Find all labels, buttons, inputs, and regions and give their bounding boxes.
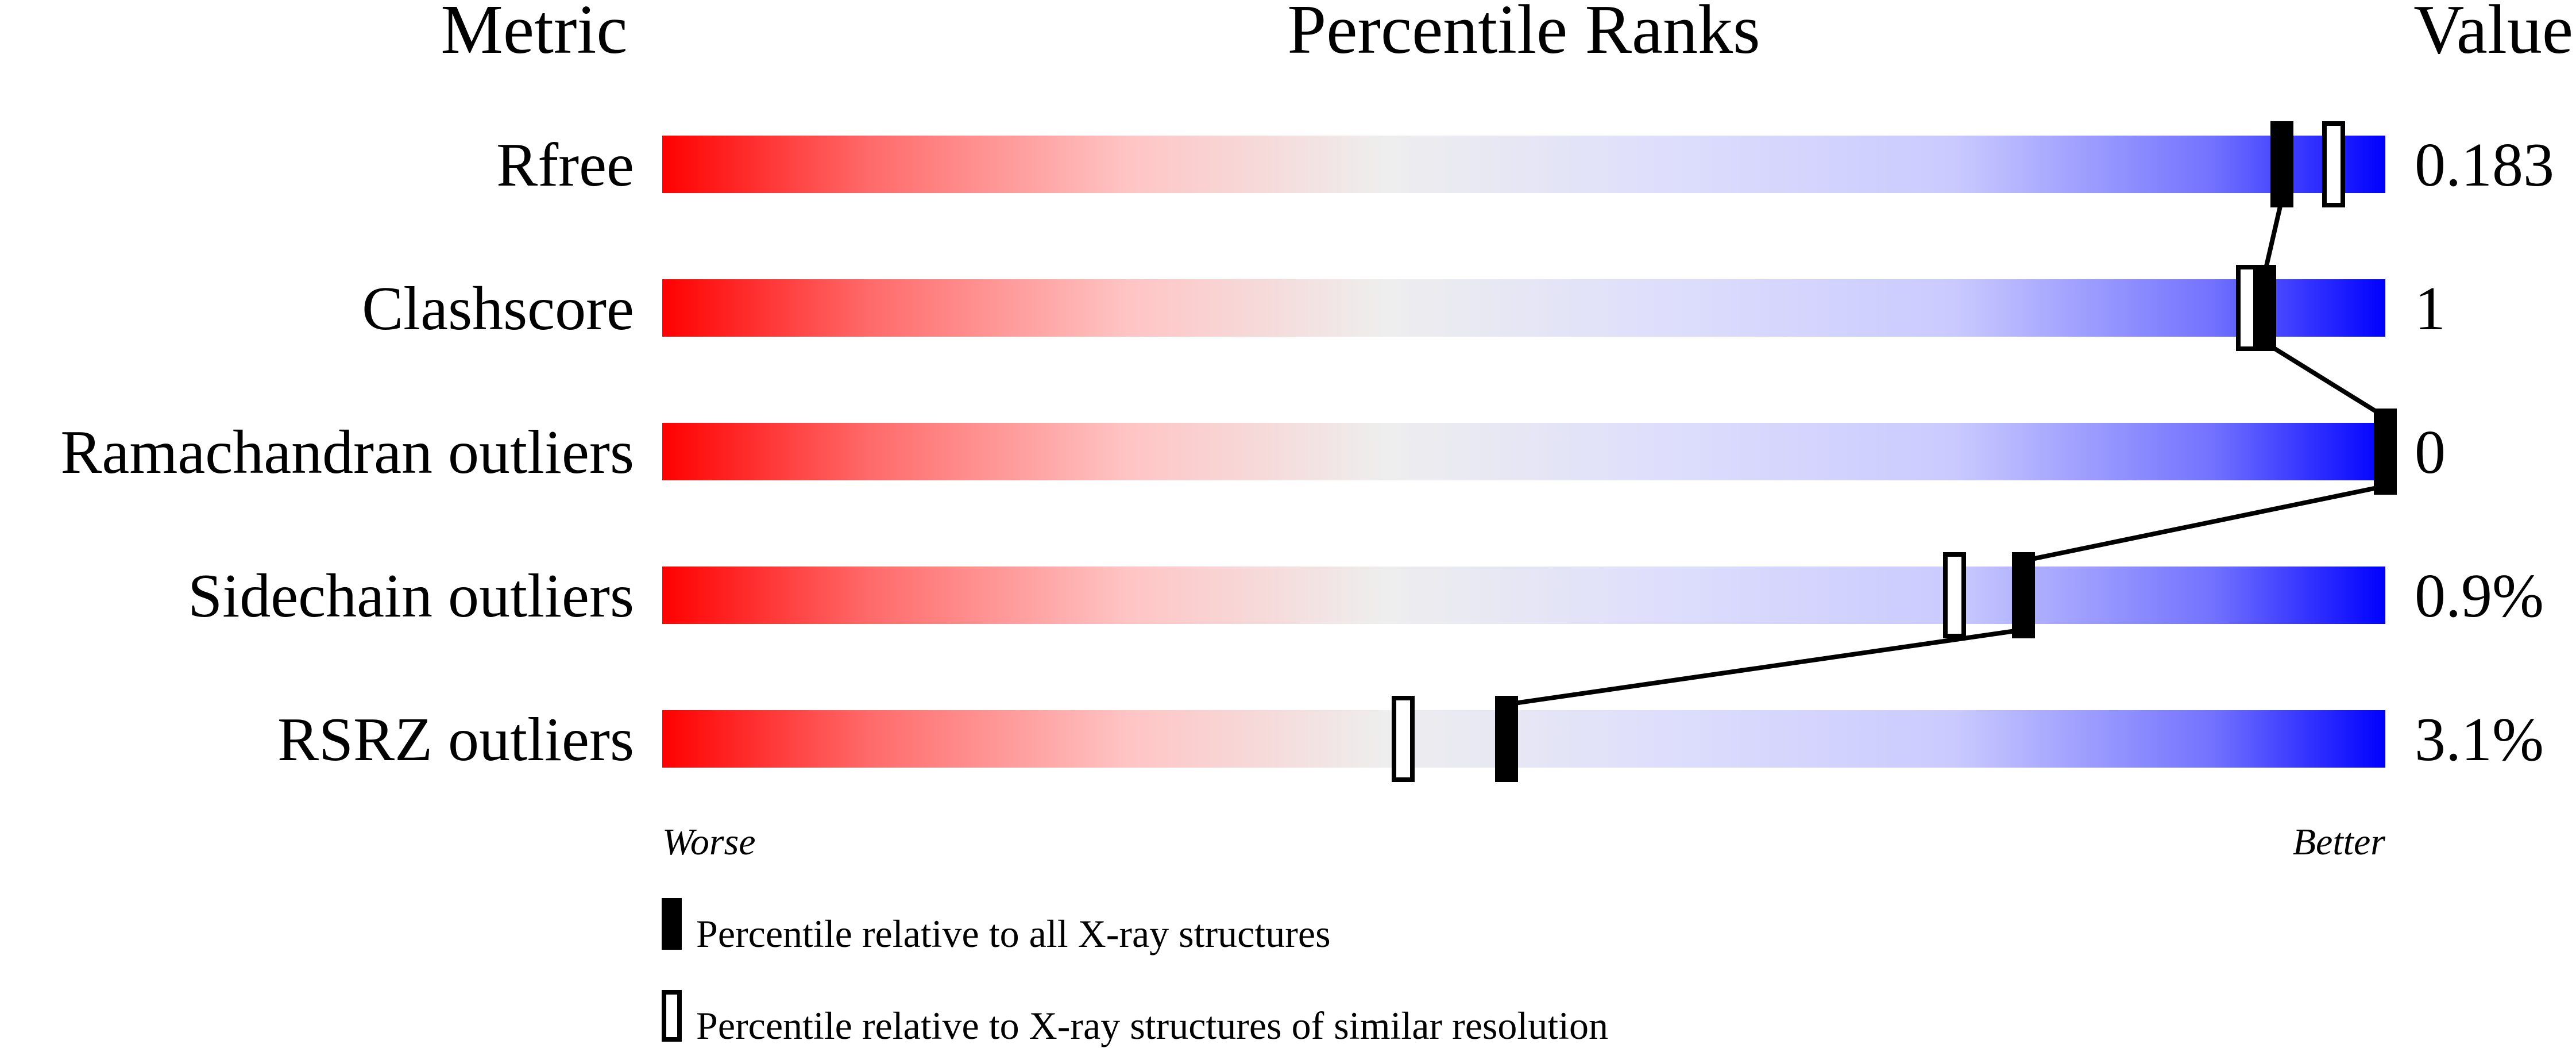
- percentile-bar: [662, 279, 2385, 337]
- rows: Rfree 0.183 Clashscore 1 Ramachandran outlie…: [60, 121, 2554, 782]
- all-structures-marker: [2253, 265, 2276, 351]
- axis-label-worse: Worse: [662, 821, 756, 863]
- metric-value: 0.183: [2415, 131, 2554, 199]
- metric-label: Ramachandran outliers: [60, 418, 634, 487]
- metric-label: Rfree: [496, 131, 634, 199]
- percentile-bar: [662, 136, 2385, 193]
- chart-title: Percentile Ranks: [1287, 0, 1760, 68]
- metric-value: 0: [2415, 418, 2446, 487]
- similar-resolution-marker: [2322, 121, 2345, 207]
- all-structures-marker: [2270, 121, 2293, 207]
- percentile-bar: [662, 710, 2385, 768]
- metric-header: Metric: [441, 0, 627, 68]
- connector-line: [2263, 340, 2387, 419]
- metric-label: RSRZ outliers: [277, 706, 634, 774]
- percentile-bar: [662, 423, 2385, 480]
- similar-resolution-marker: [1392, 696, 1415, 782]
- all-structures-marker: [2374, 409, 2397, 495]
- legend-label-all: Percentile relative to all X-ray structu…: [696, 912, 1331, 955]
- similar-resolution-marker: [1943, 552, 1966, 638]
- metric-value: 3.1%: [2415, 706, 2544, 774]
- metric-value: 1: [2415, 275, 2446, 343]
- connector-line: [2023, 484, 2386, 563]
- value-header: Value: [2413, 0, 2573, 68]
- metric-value: 0.9%: [2415, 562, 2544, 630]
- metric-label: Sidechain outliers: [188, 562, 634, 630]
- all-structures-marker: [1495, 696, 1518, 782]
- hollow-markers: [1392, 121, 2345, 782]
- connector-lines: [1506, 198, 2387, 707]
- percentile-bar: [662, 567, 2385, 624]
- connector-line: [2262, 198, 2284, 274]
- legend-hollow-marker: [662, 990, 682, 1042]
- connector-line: [1506, 627, 2024, 707]
- legend-filled-marker: [662, 898, 682, 950]
- legend: Percentile relative to all X-ray structu…: [662, 898, 1608, 1047]
- legend-label-similar: Percentile relative to X-ray structures …: [696, 1004, 1608, 1047]
- all-structures-marker: [2012, 552, 2035, 638]
- axis-label-better: Better: [2293, 821, 2386, 863]
- metric-label: Clashscore: [362, 275, 634, 343]
- filled-markers: [1495, 121, 2397, 782]
